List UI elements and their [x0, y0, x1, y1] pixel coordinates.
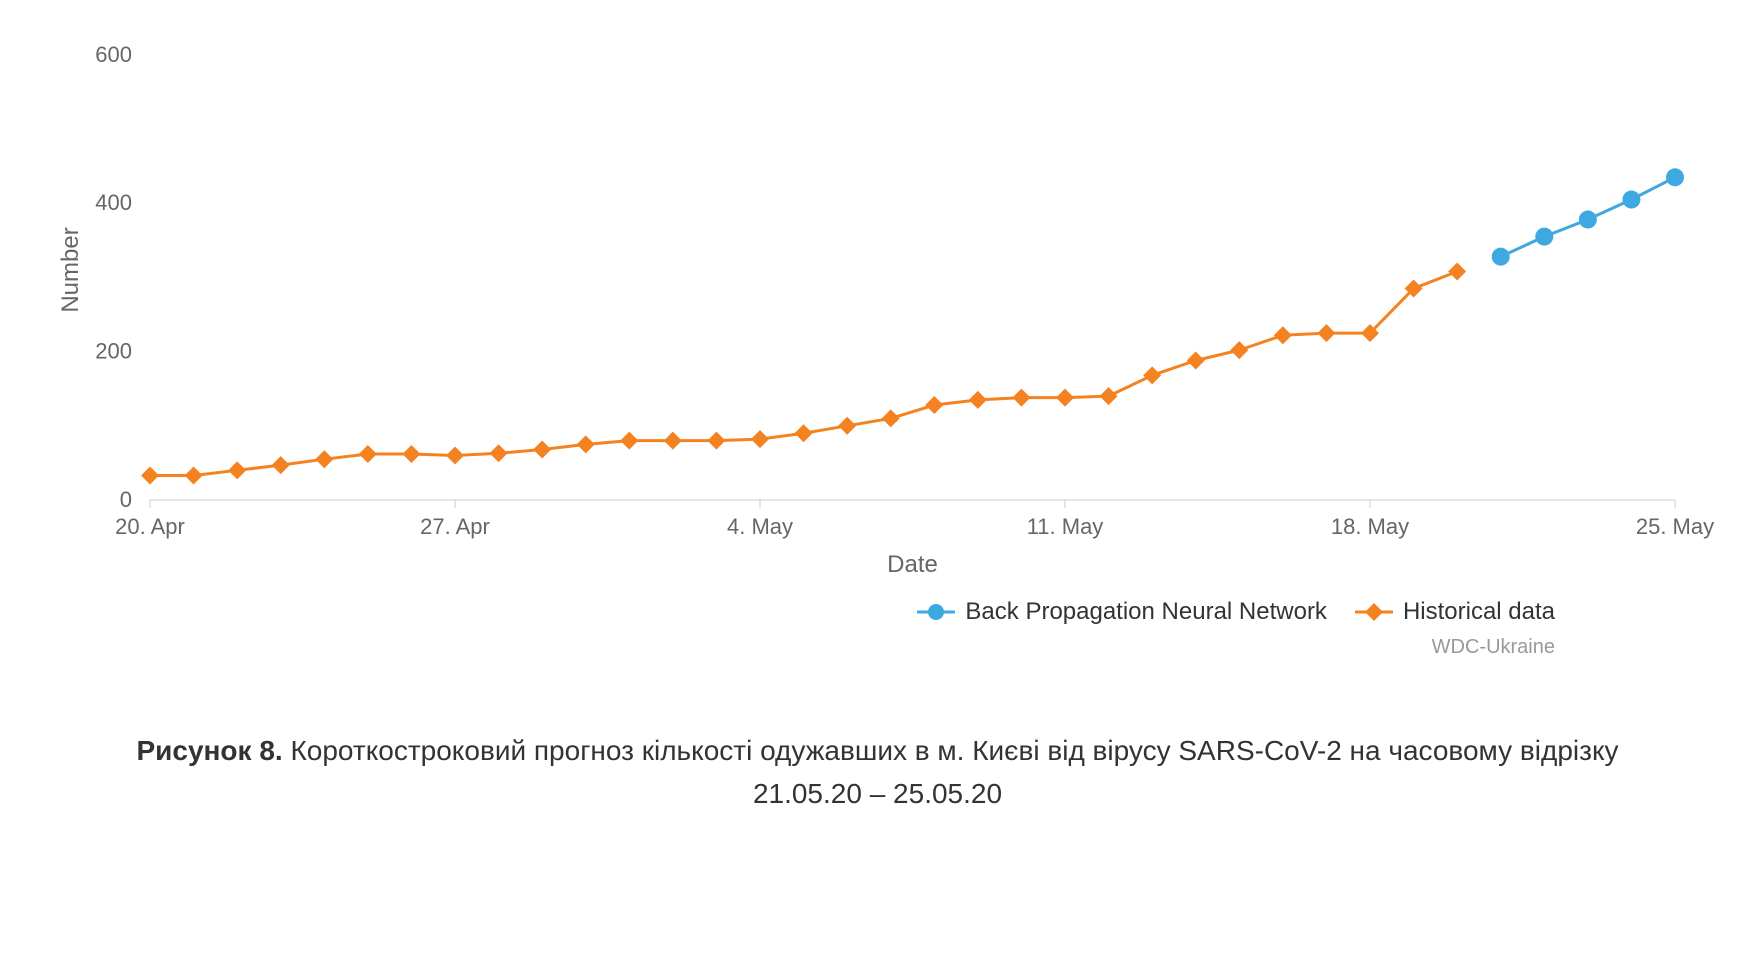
series-marker-bpnn [1492, 248, 1510, 266]
series-marker-historical [1056, 389, 1074, 407]
series-marker-historical [1187, 352, 1205, 370]
legend-label: Back Propagation Neural Network [965, 598, 1327, 626]
x-tick-label: 18. May [1331, 514, 1409, 539]
series-marker-historical [533, 441, 551, 459]
legend: Back Propagation Neural Network Historica… [40, 598, 1715, 626]
legend-item-bpnn[interactable]: Back Propagation Neural Network [917, 598, 1327, 626]
series-marker-historical [838, 417, 856, 435]
y-tick-label: 400 [95, 190, 132, 215]
x-tick-label: 27. Apr [420, 514, 490, 539]
series-marker-historical [1012, 389, 1030, 407]
series-marker-historical [751, 430, 769, 448]
series-marker-bpnn [1579, 211, 1597, 229]
series-marker-historical [795, 424, 813, 442]
series-marker-historical [185, 467, 203, 485]
y-tick-label: 600 [95, 42, 132, 67]
series-marker-historical [969, 391, 987, 409]
caption-text: Короткостроковий прогноз кількості одужа… [283, 735, 1619, 809]
series-marker-bpnn [1666, 168, 1684, 186]
x-tick-label: 11. May [1027, 514, 1104, 539]
series-marker-historical [882, 409, 900, 427]
legend-swatch-bpnn [917, 602, 955, 622]
y-tick-label: 0 [120, 487, 132, 512]
series-marker-historical [925, 396, 943, 414]
caption-prefix: Рисунок 8. [136, 735, 282, 766]
series-marker-historical [707, 432, 725, 450]
legend-label: Historical data [1403, 598, 1555, 626]
series-marker-historical [577, 435, 595, 453]
series-marker-historical [228, 461, 246, 479]
x-tick-label: 25. May [1636, 514, 1714, 539]
series-marker-historical [664, 432, 682, 450]
series-marker-historical [620, 432, 638, 450]
series-marker-bpnn [1622, 191, 1640, 209]
series-marker-historical [446, 446, 464, 464]
y-axis-title: Number [57, 227, 84, 312]
series-marker-historical [1100, 387, 1118, 405]
series-marker-historical [1274, 326, 1292, 344]
chart-credit: WDC-Ukraine [40, 636, 1715, 659]
series-marker-historical [1230, 341, 1248, 359]
legend-item-historical[interactable]: Historical data [1355, 598, 1555, 626]
series-line-historical [150, 271, 1457, 475]
series-marker-historical [402, 445, 420, 463]
series-marker-historical [1317, 324, 1335, 342]
line-chart: 0 200 400 600 20. Apr 27. Apr 4. May 11. May 18.… [40, 20, 1715, 580]
series-marker-historical [1143, 366, 1161, 384]
legend-swatch-historical [1355, 602, 1393, 622]
figure-caption: Рисунок 8. Короткостроковий прогноз кіль… [40, 729, 1715, 816]
series-marker-historical [1448, 262, 1466, 280]
x-tick-label: 20. Apr [115, 514, 185, 539]
chart-container: 0 200 400 600 20. Apr 27. Apr 4. May 11. May 18.… [40, 20, 1715, 580]
x-axis-title: Date [887, 551, 938, 578]
x-tick-label: 4. May [727, 514, 793, 539]
series-marker-historical [315, 450, 333, 468]
series-marker-historical [490, 444, 508, 462]
series-marker-historical [141, 467, 159, 485]
series-marker-bpnn [1535, 228, 1553, 246]
y-tick-label: 200 [95, 339, 132, 364]
series-marker-historical [272, 456, 290, 474]
series-marker-historical [359, 445, 377, 463]
